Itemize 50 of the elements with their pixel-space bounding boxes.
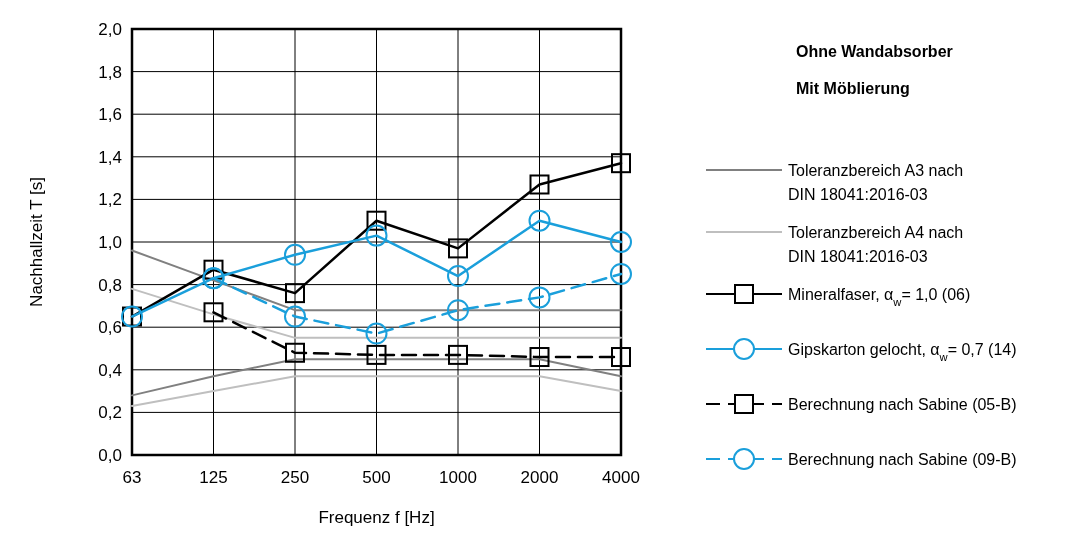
- x-tick-label: 125: [199, 468, 228, 487]
- legend-label: Toleranzbereich A3 nach DIN 18041:2016-03: [788, 162, 964, 203]
- y-tick-label: 0,2: [98, 403, 122, 423]
- y-tick-label: 0,8: [98, 275, 122, 295]
- point: [285, 342, 305, 363]
- y-axis-title: Nachhallzeit T [s]: [27, 177, 46, 307]
- legend-label: Mineralfaser, α$_{w}$= 1,0 (06): [788, 286, 971, 308]
- x-tick-label: 250: [280, 468, 310, 487]
- point: [610, 262, 632, 285]
- x-axis-title: Frequenz f [Hz]: [318, 508, 435, 527]
- y-tick-label: 2,0: [98, 20, 122, 39]
- point: [611, 153, 631, 174]
- point: [447, 299, 469, 322]
- point: [528, 209, 551, 232]
- text: Mit Möblierung: [796, 80, 910, 97]
- point: [365, 224, 388, 247]
- point: [448, 344, 468, 365]
- y-tick-label: 1,0: [98, 233, 122, 252]
- point: [365, 322, 388, 345]
- text: Ohne Wandabsorber: [796, 43, 953, 60]
- point: [284, 243, 306, 266]
- y-tick-label: 0,4: [98, 360, 122, 380]
- point: [203, 302, 224, 323]
- point: [448, 238, 468, 259]
- point: [285, 283, 305, 304]
- y-tick-label: 1,4: [98, 147, 122, 167]
- point: [528, 286, 551, 309]
- legend-label: Berechnung nach Sabine (09-B): [788, 451, 1017, 468]
- point: [447, 265, 469, 288]
- point: [610, 231, 632, 253]
- point: [529, 174, 550, 195]
- point: [611, 347, 631, 368]
- y-tick-label: 0,6: [98, 318, 122, 338]
- point: [284, 305, 306, 328]
- legend-label: Gipskarton gelocht, α$_{w}$= 0,7 (14): [788, 341, 1017, 363]
- x-tick-label: 4000: [602, 468, 640, 487]
- x-tick-label: 2000: [520, 468, 559, 487]
- point: [366, 210, 387, 231]
- legend-label: Berechnung nach Sabine (05-B): [788, 396, 1017, 413]
- y-tick-label: 1,6: [98, 105, 122, 125]
- y-tick-label: 1,8: [98, 62, 122, 82]
- y-tick-label: 0,0: [98, 446, 122, 465]
- x-tick-label: 63: [122, 468, 142, 487]
- y-tick-label: 1,2: [98, 190, 122, 210]
- x-tick-label: 500: [362, 468, 391, 487]
- point: [529, 347, 550, 368]
- x-tick-label: 1000: [439, 468, 477, 487]
- legend-label: Toleranzbereich A4 nach DIN 18041:2016-03: [788, 224, 964, 265]
- point: [203, 259, 224, 280]
- point: [366, 344, 387, 365]
